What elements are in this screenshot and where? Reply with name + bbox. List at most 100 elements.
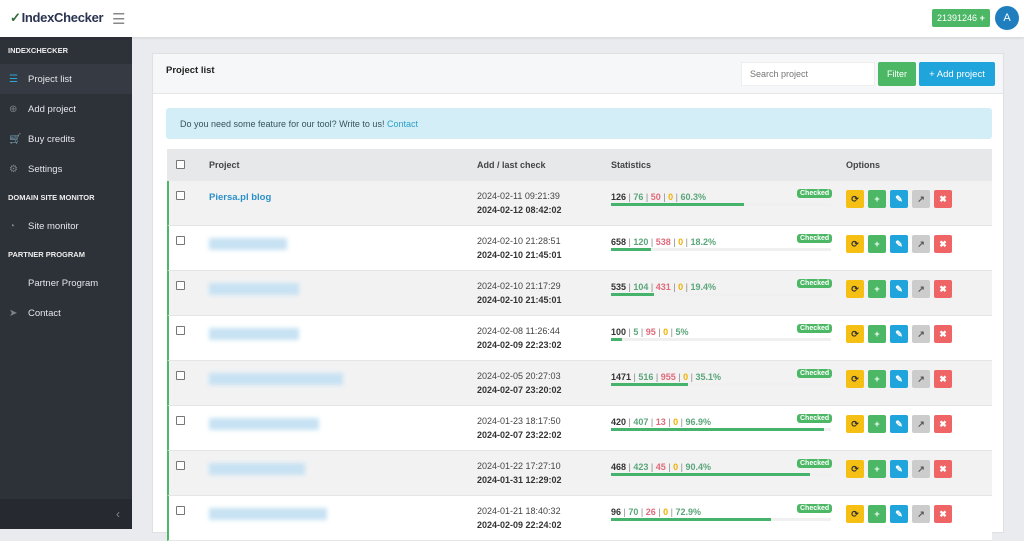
delete-button[interactable]: ✖	[934, 325, 952, 343]
avatar[interactable]: A	[995, 6, 1019, 30]
separator: |	[665, 462, 674, 472]
add-urls-button[interactable]: +	[868, 235, 886, 253]
column-date: Add / last check	[477, 160, 546, 170]
add-urls-button[interactable]: +	[868, 370, 886, 388]
logo[interactable]: ✓IndexChecker	[10, 10, 104, 26]
add-project-icon: ⊕	[9, 103, 18, 115]
contact-link[interactable]: Contact	[386, 119, 418, 129]
plus-icon: +	[979, 13, 985, 23]
separator: |	[643, 192, 651, 202]
hamburger-menu-icon[interactable]: ☰	[112, 11, 126, 28]
delete-button[interactable]: ✖	[934, 505, 952, 523]
add-urls-icon: +	[874, 509, 880, 519]
last-check-date: 2024-02-07 23:22:02	[477, 430, 562, 440]
progress-track	[611, 338, 831, 341]
row-checkbox[interactable]	[176, 281, 185, 290]
project-name-blurred[interactable]	[209, 418, 319, 430]
edit-button[interactable]: ✎	[890, 415, 908, 433]
project-name-blurred[interactable]	[209, 508, 327, 520]
separator: |	[670, 237, 679, 247]
stat-indexed: 423	[633, 462, 649, 472]
sidebar-item-site-monitor[interactable]: ◔ Site monitor	[0, 211, 132, 241]
credits-button[interactable]: 21391246 +	[932, 9, 990, 27]
filter-button[interactable]: Filter	[878, 62, 916, 86]
open-external-button[interactable]: ↗	[912, 325, 930, 343]
project-name-blurred[interactable]	[209, 238, 287, 250]
sidebar-item-partner-program[interactable]: Partner Program	[0, 268, 132, 298]
add-urls-button[interactable]: +	[868, 190, 886, 208]
status-badge: Checked	[797, 504, 833, 513]
refresh-button[interactable]: ⟳	[846, 280, 864, 298]
row-checkbox[interactable]	[176, 416, 185, 425]
last-check-date: 2024-02-12 08:42:02	[477, 205, 562, 215]
add-urls-button[interactable]: +	[868, 505, 886, 523]
stat-pending: 0	[668, 192, 674, 202]
progress-fill	[611, 518, 772, 521]
edit-button[interactable]: ✎	[890, 370, 908, 388]
stat-indexed: 407	[633, 417, 649, 427]
select-all-checkbox[interactable]	[176, 160, 185, 169]
delete-button[interactable]: ✖	[934, 460, 952, 478]
add-urls-button[interactable]: +	[868, 280, 886, 298]
add-project-button[interactable]: + Add project	[919, 62, 995, 86]
status-badge: Checked	[797, 369, 833, 378]
table-row: 2024-02-10 21:28:51 2024-02-10 21:45:01 65…	[167, 226, 992, 271]
sidebar-section-title: DOMAIN SITE MONITOR	[8, 193, 95, 202]
refresh-button[interactable]: ⟳	[846, 370, 864, 388]
refresh-button[interactable]: ⟳	[846, 460, 864, 478]
project-name-blurred[interactable]	[209, 328, 299, 340]
open-external-button[interactable]: ↗	[912, 505, 930, 523]
statistics: 420 | 407 | 13 | 0 | 96.9%	[611, 417, 711, 427]
project-name-blurred[interactable]	[209, 463, 305, 475]
delete-button[interactable]: ✖	[934, 370, 952, 388]
refresh-button[interactable]: ⟳	[846, 415, 864, 433]
row-checkbox[interactable]	[176, 506, 185, 515]
delete-button[interactable]: ✖	[934, 190, 952, 208]
delete-icon: ✖	[939, 509, 947, 519]
sidebar-item-buy-credits[interactable]: 🛒 Buy credits	[0, 124, 132, 154]
project-name-link[interactable]: Piersa.pl blog	[209, 192, 272, 203]
edit-button[interactable]: ✎	[890, 460, 908, 478]
row-checkbox[interactable]	[176, 461, 185, 470]
edit-button[interactable]: ✎	[890, 325, 908, 343]
refresh-icon: ⟳	[851, 509, 859, 519]
collapse-sidebar-icon[interactable]: ‹	[0, 499, 132, 529]
row-actions: ⟳ + ✎ ↗ ✖	[846, 505, 952, 523]
delete-button[interactable]: ✖	[934, 235, 952, 253]
add-urls-button[interactable]: +	[868, 415, 886, 433]
delete-button[interactable]: ✖	[934, 415, 952, 433]
row-checkbox[interactable]	[176, 326, 185, 335]
refresh-button[interactable]: ⟳	[846, 190, 864, 208]
refresh-button[interactable]: ⟳	[846, 235, 864, 253]
project-name-blurred[interactable]	[209, 283, 299, 295]
edit-button[interactable]: ✎	[890, 280, 908, 298]
edit-button[interactable]: ✎	[890, 190, 908, 208]
last-check-date: 2024-02-09 22:23:02	[477, 340, 562, 350]
sidebar-item-settings[interactable]: ⚙ Settings	[0, 154, 132, 184]
sidebar-section-title: INDEXCHECKER	[8, 46, 69, 55]
open-external-button[interactable]: ↗	[912, 415, 930, 433]
open-external-button[interactable]: ↗	[912, 280, 930, 298]
delete-button[interactable]: ✖	[934, 280, 952, 298]
sidebar-item-project-list[interactable]: ☰ Project list	[0, 64, 132, 94]
row-checkbox[interactable]	[176, 236, 185, 245]
project-name-blurred[interactable]	[209, 373, 343, 385]
open-external-button[interactable]: ↗	[912, 460, 930, 478]
refresh-button[interactable]: ⟳	[846, 325, 864, 343]
add-urls-button[interactable]: +	[868, 460, 886, 478]
open-external-button[interactable]: ↗	[912, 235, 930, 253]
column-project: Project	[209, 160, 240, 170]
row-checkbox[interactable]	[176, 191, 185, 200]
open-external-button[interactable]: ↗	[912, 190, 930, 208]
add-urls-icon: +	[874, 329, 880, 339]
search-input[interactable]	[741, 62, 875, 86]
edit-button[interactable]: ✎	[890, 505, 908, 523]
row-checkbox[interactable]	[176, 371, 185, 380]
sidebar-item-add-project[interactable]: ⊕ Add project	[0, 94, 132, 124]
open-external-button[interactable]: ↗	[912, 370, 930, 388]
sidebar-item-contact[interactable]: ➤ Contact	[0, 298, 132, 328]
edit-icon: ✎	[895, 374, 903, 384]
edit-button[interactable]: ✎	[890, 235, 908, 253]
refresh-button[interactable]: ⟳	[846, 505, 864, 523]
add-urls-button[interactable]: +	[868, 325, 886, 343]
